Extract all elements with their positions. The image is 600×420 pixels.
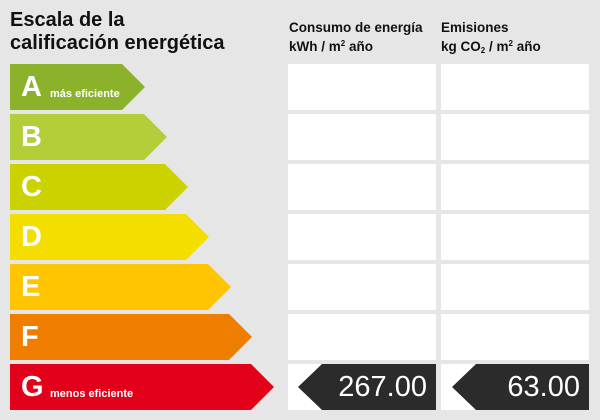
emisiones-cell-b bbox=[441, 114, 589, 160]
rating-row-f: F bbox=[0, 314, 600, 360]
emisiones-cell-a bbox=[441, 64, 589, 110]
consumo-cell-e bbox=[288, 264, 436, 310]
rating-row-g: G menos eficiente 267.00 63.00 bbox=[0, 364, 600, 410]
consumo-cell-b bbox=[288, 114, 436, 160]
rating-row-e: E bbox=[0, 264, 600, 310]
rating-label-a: más eficiente bbox=[50, 88, 120, 100]
rating-letter-d: D bbox=[21, 221, 42, 253]
consumo-cell-f bbox=[288, 314, 436, 360]
rating-arrow-f: F bbox=[10, 314, 252, 360]
rating-row-d: D bbox=[0, 214, 600, 260]
rating-arrow-b: B bbox=[10, 114, 167, 160]
rating-row-a: A más eficiente bbox=[0, 64, 600, 110]
rating-letter-e: E bbox=[21, 271, 41, 303]
consumo-value-indicator: 267.00 bbox=[298, 364, 436, 410]
emisiones-cell-c bbox=[441, 164, 589, 210]
rating-arrow-a: A más eficiente bbox=[10, 64, 145, 110]
emisiones-cell-e bbox=[441, 264, 589, 310]
consumo-header-unit: kWh / m2 año bbox=[289, 39, 373, 54]
rating-arrow-d: D bbox=[10, 214, 209, 260]
title-line-1: Escala de la bbox=[10, 9, 125, 31]
emisiones-cell-f bbox=[441, 314, 589, 360]
emisiones-column-header: Emisiones kg CO2 / m2 año bbox=[441, 18, 541, 56]
rating-letter-g: G bbox=[21, 371, 44, 403]
rating-arrow-g: G menos eficiente bbox=[10, 364, 274, 410]
consumo-header-label: Consumo de energía bbox=[289, 20, 423, 35]
rating-letter-a: A bbox=[21, 71, 42, 103]
emisiones-cell-d bbox=[441, 214, 589, 260]
emisiones-value-indicator: 63.00 bbox=[452, 364, 589, 410]
rating-letter-f: F bbox=[21, 321, 39, 353]
rating-arrow-e: E bbox=[10, 264, 231, 310]
consumo-cell-d bbox=[288, 214, 436, 260]
rating-letter-c: C bbox=[21, 171, 42, 203]
consumo-cell-a bbox=[288, 64, 436, 110]
rating-letter-b: B bbox=[21, 121, 42, 153]
consumo-column-header: Consumo de energía kWh / m2 año bbox=[289, 18, 423, 56]
emisiones-header-unit: kg CO2 / m2 año bbox=[441, 39, 541, 55]
rating-label-g: menos eficiente bbox=[50, 388, 134, 400]
rating-arrow-c: C bbox=[10, 164, 188, 210]
scale-title: Escala de la calificación energética bbox=[10, 9, 280, 55]
rating-row-b: B bbox=[0, 114, 600, 160]
title-line-2: calificación energética bbox=[10, 32, 225, 54]
rating-row-c: C bbox=[0, 164, 600, 210]
emisiones-header-label: Emisiones bbox=[441, 20, 509, 35]
consumo-cell-c bbox=[288, 164, 436, 210]
